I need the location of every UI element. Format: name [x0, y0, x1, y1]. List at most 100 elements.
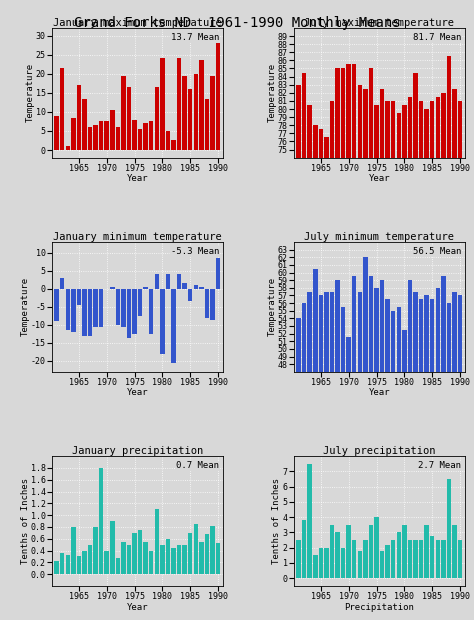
Bar: [99, 468, 103, 574]
Bar: [385, 545, 390, 578]
Bar: [319, 547, 323, 578]
Bar: [132, 533, 137, 574]
Y-axis label: Temperature: Temperature: [20, 277, 29, 337]
X-axis label: Year: Year: [369, 174, 390, 184]
Y-axis label: Temperature: Temperature: [267, 63, 276, 122]
Bar: [216, 42, 220, 150]
Bar: [419, 540, 423, 578]
Bar: [346, 525, 351, 578]
Y-axis label: Temperature: Temperature: [26, 63, 35, 122]
Bar: [188, 89, 192, 150]
Text: 81.7 Mean: 81.7 Mean: [413, 33, 461, 42]
Bar: [160, 58, 164, 150]
X-axis label: Precipitation: Precipitation: [345, 603, 414, 611]
Bar: [447, 56, 451, 620]
X-axis label: Year: Year: [127, 388, 148, 397]
Bar: [302, 73, 306, 620]
Bar: [55, 561, 59, 574]
Bar: [413, 540, 418, 578]
Bar: [77, 556, 81, 574]
Bar: [424, 109, 429, 620]
Bar: [330, 291, 334, 620]
Bar: [419, 299, 423, 620]
Bar: [188, 533, 192, 574]
Bar: [205, 99, 209, 150]
Bar: [138, 129, 142, 150]
Bar: [193, 74, 198, 150]
Bar: [177, 544, 182, 574]
Bar: [171, 547, 176, 574]
Bar: [155, 275, 159, 289]
Bar: [385, 299, 390, 620]
Text: 56.5 Mean: 56.5 Mean: [413, 247, 461, 256]
Y-axis label: Tenths of Inches: Tenths of Inches: [20, 478, 29, 564]
Bar: [160, 289, 164, 354]
Title: January precipitation: January precipitation: [72, 446, 203, 456]
Bar: [116, 127, 120, 150]
Bar: [308, 105, 312, 620]
Bar: [110, 110, 115, 150]
Bar: [402, 105, 407, 620]
Bar: [441, 540, 446, 578]
X-axis label: Year: Year: [369, 388, 390, 397]
Bar: [210, 289, 215, 319]
Bar: [116, 289, 120, 325]
Bar: [397, 307, 401, 620]
Bar: [419, 101, 423, 620]
Bar: [402, 330, 407, 620]
Bar: [121, 542, 126, 574]
Bar: [441, 277, 446, 620]
Bar: [60, 68, 64, 150]
Bar: [374, 105, 379, 620]
Bar: [380, 89, 384, 620]
Bar: [210, 76, 215, 150]
Bar: [93, 527, 98, 574]
Bar: [313, 268, 318, 620]
Bar: [391, 311, 395, 620]
Bar: [324, 547, 328, 578]
Bar: [357, 551, 362, 578]
Bar: [397, 533, 401, 578]
Bar: [82, 289, 87, 336]
Bar: [199, 542, 204, 574]
Bar: [166, 539, 170, 574]
Bar: [104, 122, 109, 150]
Bar: [430, 536, 435, 578]
Bar: [385, 101, 390, 620]
Bar: [171, 141, 176, 150]
Bar: [374, 288, 379, 620]
Bar: [144, 123, 148, 150]
Bar: [60, 278, 64, 289]
Bar: [88, 127, 92, 150]
Bar: [149, 289, 154, 334]
Bar: [319, 296, 323, 620]
Bar: [138, 289, 142, 316]
Bar: [82, 99, 87, 150]
Bar: [447, 303, 451, 620]
Bar: [149, 122, 154, 150]
Bar: [182, 544, 187, 574]
Bar: [335, 280, 340, 620]
Bar: [82, 551, 87, 574]
Bar: [88, 289, 92, 336]
Bar: [65, 289, 70, 330]
Bar: [71, 289, 75, 332]
Text: -5.3 Mean: -5.3 Mean: [171, 247, 219, 256]
Bar: [458, 296, 462, 620]
Bar: [324, 138, 328, 620]
Bar: [127, 289, 131, 337]
Bar: [144, 542, 148, 574]
Bar: [374, 517, 379, 578]
Bar: [296, 85, 301, 620]
Bar: [182, 76, 187, 150]
Bar: [199, 60, 204, 150]
Text: 13.7 Mean: 13.7 Mean: [171, 33, 219, 42]
Bar: [216, 259, 220, 289]
Bar: [99, 122, 103, 150]
Bar: [160, 544, 164, 574]
Bar: [313, 556, 318, 578]
Bar: [352, 540, 356, 578]
Bar: [357, 291, 362, 620]
Bar: [216, 544, 220, 574]
Bar: [127, 87, 131, 150]
